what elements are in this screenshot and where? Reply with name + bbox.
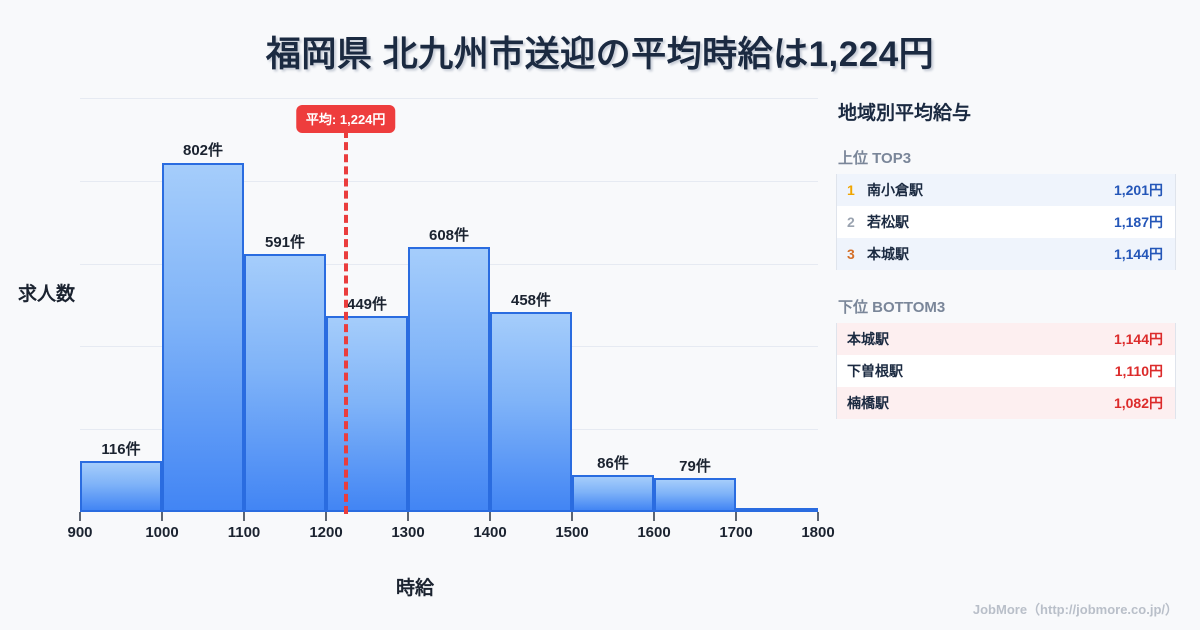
rank-number: 1 (847, 182, 855, 198)
x-axis-title: 時給 (395, 578, 434, 599)
histogram-bar (736, 508, 818, 512)
gridline (80, 98, 818, 99)
bar-value-label: 802件 (182, 142, 224, 160)
wage-value: 1,110円 (1114, 363, 1163, 379)
x-axis-tick-label: 1800 (801, 524, 835, 541)
histogram-bar (80, 461, 162, 512)
histogram-bar (326, 316, 408, 512)
x-axis-tick (735, 512, 737, 521)
wage-value: 1,201円 (1113, 182, 1163, 198)
average-badge: 平均: 1,224円 (295, 105, 396, 133)
bar-value-label: 79件 (679, 457, 711, 475)
x-axis-tick-label: 900 (67, 524, 93, 541)
bar-value-label: 458件 (510, 292, 552, 310)
top3-table: 1 南小倉駅 1,201円 2 若松駅 1,187円 3 本城駅 1,144円 (836, 174, 1176, 270)
regional-average-panel: 地域別平均給与 上位 TOP3 1 南小倉駅 1,201円 2 若松駅 1,187円 3 本城… (836, 98, 1176, 445)
gridline (80, 180, 818, 182)
bottom3-table: 本城駅 1,144円下曽根駅 1,110円楠橋駅 1,082円 (836, 323, 1176, 419)
station-name: 南小倉駅 (867, 182, 923, 198)
x-axis-tick-label: 1500 (555, 524, 589, 541)
bar-value-label: 116件 (101, 441, 141, 459)
bottom3-row[interactable]: 本城駅 1,144円 (837, 323, 1175, 355)
x-axis-tick (161, 512, 163, 521)
x-axis-tick (817, 512, 819, 521)
histogram-bar (490, 312, 572, 512)
average-dashed-line (343, 130, 348, 514)
x-axis-tick-label: 1200 (309, 524, 343, 541)
histogram-bar (162, 162, 244, 512)
bottom3-row[interactable]: 楠橋駅 1,082円 (837, 387, 1175, 419)
bar-value-label: 591件 (264, 234, 306, 252)
top3-row[interactable]: 1 南小倉駅 1,201円 (837, 174, 1175, 206)
histogram-chart: 求人数 900 1000 1100 1200 1300 1400 1500 1600 1700 1… (18, 98, 835, 599)
plot-area (80, 98, 818, 512)
bar-value-label: 608件 (428, 227, 470, 245)
station-name: 楠橋駅 (847, 395, 889, 411)
rank-number: 3 (847, 246, 855, 262)
x-axis-tick (79, 512, 81, 521)
rank-number: 2 (847, 214, 855, 230)
bottom3-section-label: 下位 BOTTOM3 (838, 299, 946, 316)
station-name: 本城駅 (847, 331, 889, 347)
histogram-bar (572, 474, 654, 512)
station-name: 若松駅 (867, 214, 909, 230)
x-axis-tick-label: 1000 (145, 524, 179, 541)
station-name: 本城駅 (867, 246, 909, 262)
histogram-bar (408, 247, 490, 512)
bar-value-label: 449件 (346, 296, 388, 314)
x-axis-tick-label: 1700 (719, 524, 753, 541)
wage-value: 1,144円 (1113, 246, 1163, 262)
x-axis-tick-label: 1600 (637, 524, 671, 541)
x-axis-tick-label: 1100 (227, 524, 261, 541)
bottom3-row[interactable]: 下曽根駅 1,110円 (837, 355, 1175, 387)
x-axis-tick (243, 512, 245, 521)
histogram-bar (244, 254, 326, 512)
bar-value-label: 86件 (597, 454, 629, 472)
top3-section-label: 上位 TOP3 (838, 150, 912, 167)
wage-value: 1,082円 (1113, 395, 1163, 411)
top3-row[interactable]: 2 若松駅 1,187円 (837, 206, 1175, 238)
x-axis-tick (653, 512, 655, 521)
top3-row[interactable]: 3 本城駅 1,144円 (837, 238, 1175, 270)
panel-title: 地域別平均給与 (838, 103, 972, 124)
watermark-footer: JobMore（http://jobmore.co.jp/） (972, 602, 1178, 617)
x-axis-tick-label: 1300 (391, 524, 425, 541)
station-name: 下曽根駅 (847, 363, 903, 379)
wage-value: 1,187円 (1113, 214, 1163, 230)
x-axis-tick (325, 512, 327, 521)
page-title: 福岡県 北九州市送迎の平均時給は1,224円 (265, 35, 935, 74)
x-axis-tick (571, 512, 573, 521)
wage-value: 1,144円 (1113, 331, 1163, 347)
x-axis-tick (489, 512, 491, 521)
x-axis-tick (407, 512, 409, 521)
histogram-bar (654, 477, 736, 512)
y-axis-title: 求人数 (18, 284, 76, 305)
x-axis-tick-label: 1400 (473, 524, 507, 541)
